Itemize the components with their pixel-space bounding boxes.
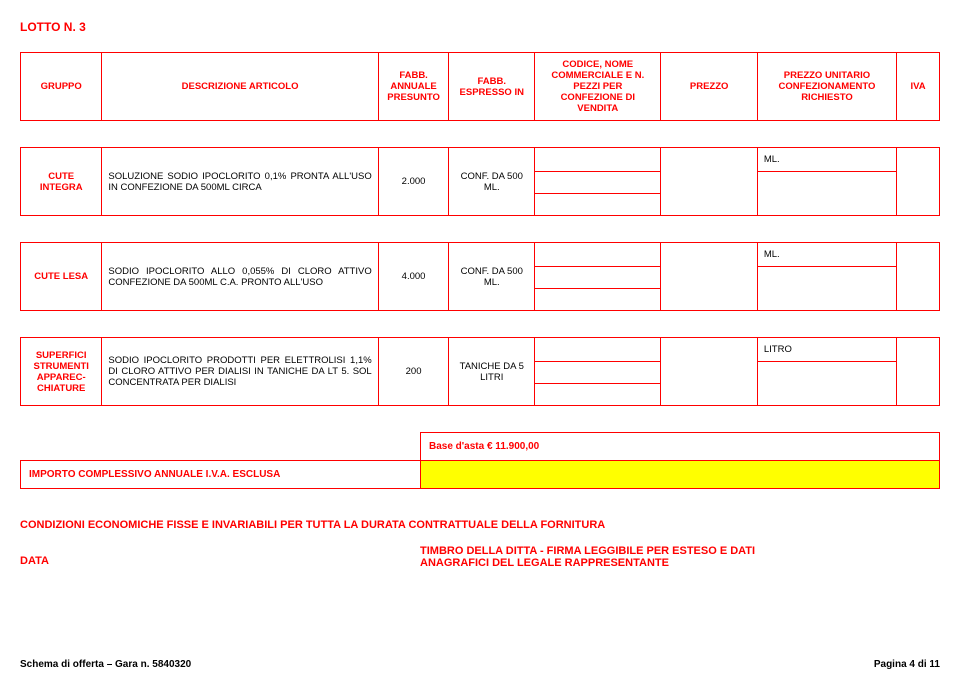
cell-unit-empty bbox=[757, 267, 896, 311]
cell-unit-empty bbox=[757, 362, 896, 406]
cell-descrizione: SODIO IPOCLORITO ALLO 0,055% DI CLORO AT… bbox=[102, 243, 378, 311]
cell-prezzo bbox=[661, 338, 757, 406]
importo-row: IMPORTO COMPLESSIVO ANNUALE I.V.A. ESCLU… bbox=[21, 461, 940, 489]
totals-table: Base d'asta € 11.900,00 IMPORTO COMPLESS… bbox=[20, 432, 940, 489]
cell-iva bbox=[897, 338, 940, 406]
footer-right: Pagina 4 di 11 bbox=[874, 659, 940, 670]
cell-fabb-annuale: 2.000 bbox=[378, 148, 449, 216]
cell-codice-3 bbox=[535, 194, 661, 216]
condizioni-line: CONDIZIONI ECONOMICHE FISSE E INVARIABIL… bbox=[20, 519, 940, 531]
col-iva: IVA bbox=[897, 53, 940, 121]
cell-gruppo: SUPERFICI STRUMENTI APPAREC-CHIATURE bbox=[21, 338, 102, 406]
lotto-title: LOTTO N. 3 bbox=[20, 20, 940, 34]
cell-gruppo: CUTE INTEGRA bbox=[21, 148, 102, 216]
base-asta-cell: Base d'asta € 11.900,00 bbox=[421, 433, 940, 461]
cell-unit-label: ML. bbox=[757, 148, 896, 172]
cell-prezzo bbox=[661, 243, 757, 311]
cell-iva bbox=[897, 243, 940, 311]
col-prezzo-unit: PREZZO UNITARIO CONFEZIONAMENTO RICHIEST… bbox=[757, 53, 896, 121]
col-codice: CODICE, NOME COMMERCIALE E N. PEZZI PER … bbox=[535, 53, 661, 121]
cell-prezzo bbox=[661, 148, 757, 216]
cell-unit-empty bbox=[757, 172, 896, 216]
cell-codice-3 bbox=[535, 384, 661, 406]
col-gruppo: GRUPPO bbox=[21, 53, 102, 121]
cell-iva bbox=[897, 148, 940, 216]
cell-fabb-espresso: CONF. DA 500 ML. bbox=[449, 148, 535, 216]
footer-left: Schema di offerta – Gara n. 5840320 bbox=[20, 659, 191, 670]
importo-value-cell bbox=[421, 461, 940, 489]
cell-fabb-espresso: TANICHE DA 5 LITRI bbox=[449, 338, 535, 406]
row-group-3: SUPERFICI STRUMENTI APPAREC-CHIATURE SOD… bbox=[20, 337, 940, 406]
cell-codice-1 bbox=[535, 243, 661, 267]
cell-descrizione: SODIO IPOCLORITO PRODOTTI PER ELETTROLIS… bbox=[102, 338, 378, 406]
cell-fabb-annuale: 4.000 bbox=[378, 243, 449, 311]
cell-descrizione: SOLUZIONE SODIO IPOCLORITO 0,1% PRONTA A… bbox=[102, 148, 378, 216]
cell-fabb-annuale: 200 bbox=[378, 338, 449, 406]
row-group-1: CUTE INTEGRA SOLUZIONE SODIO IPOCLORITO … bbox=[20, 147, 940, 216]
cell-codice-1 bbox=[535, 338, 661, 362]
base-asta-row: Base d'asta € 11.900,00 bbox=[21, 433, 940, 461]
cell-unit-label: ML. bbox=[757, 243, 896, 267]
data-label: DATA bbox=[20, 555, 49, 567]
cell-gruppo: CUTE LESA bbox=[21, 243, 102, 311]
row-group-2: CUTE LESA SODIO IPOCLORITO ALLO 0,055% D… bbox=[20, 242, 940, 311]
cell-codice-1 bbox=[535, 148, 661, 172]
col-fabb-espresso: FABB. ESPRESSO IN bbox=[449, 53, 535, 121]
table-row: CUTE LESA SODIO IPOCLORITO ALLO 0,055% D… bbox=[21, 243, 940, 267]
col-fabb-annuale: FABB. ANNUALE PRESUNTO bbox=[378, 53, 449, 121]
table-row: CUTE INTEGRA SOLUZIONE SODIO IPOCLORITO … bbox=[21, 148, 940, 172]
cell-codice-2 bbox=[535, 172, 661, 194]
cell-unit-label: LITRO bbox=[757, 338, 896, 362]
cell-codice-3 bbox=[535, 289, 661, 311]
timbro-line-1: TIMBRO DELLA DITTA - FIRMA LEGGIBILE PER… bbox=[420, 545, 940, 557]
col-descrizione: DESCRIZIONE ARTICOLO bbox=[102, 53, 378, 121]
cell-codice-2 bbox=[535, 362, 661, 384]
col-prezzo: PREZZO bbox=[661, 53, 757, 121]
timbro-line-2: ANAGRAFICI DEL LEGALE RAPPRESENTANTE bbox=[420, 557, 940, 569]
header-row: GRUPPO DESCRIZIONE ARTICOLO FABB. ANNUAL… bbox=[21, 53, 940, 121]
importo-label-cell: IMPORTO COMPLESSIVO ANNUALE I.V.A. ESCLU… bbox=[21, 461, 421, 489]
header-table: GRUPPO DESCRIZIONE ARTICOLO FABB. ANNUAL… bbox=[20, 52, 940, 121]
cell-codice-2 bbox=[535, 267, 661, 289]
cell-fabb-espresso: CONF. DA 500 ML. bbox=[449, 243, 535, 311]
table-row: SUPERFICI STRUMENTI APPAREC-CHIATURE SOD… bbox=[21, 338, 940, 362]
